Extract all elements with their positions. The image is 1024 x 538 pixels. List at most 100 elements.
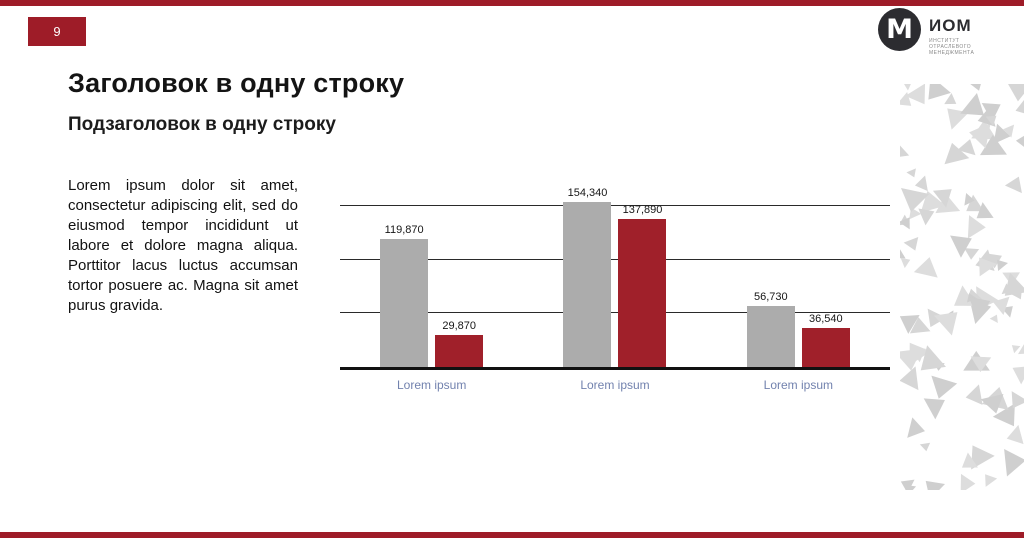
category-label: Lorem ipsum	[580, 378, 650, 392]
pattern-triangle	[980, 393, 1004, 414]
category-label: Lorem ipsum	[763, 378, 833, 392]
gridline	[340, 258, 890, 260]
bar-chart-groups: 119,870 29,870 154,340 137,890 56,730 36,540	[340, 185, 890, 367]
pattern-triangle	[1012, 366, 1024, 385]
bar-column: 36,540	[801, 312, 850, 367]
pattern-triangle	[950, 235, 972, 258]
pattern-triangle	[1011, 391, 1024, 409]
pattern-triangle	[979, 257, 998, 277]
bar	[563, 201, 612, 367]
logo-name: ИОМ	[929, 16, 972, 35]
pattern-triangle	[960, 473, 976, 490]
pattern-triangle	[968, 296, 991, 320]
pattern-triangle	[985, 474, 998, 487]
pattern-triangle	[969, 122, 991, 149]
pattern-triangle	[989, 314, 998, 323]
pattern-triangle	[925, 480, 945, 490]
pattern-triangle	[900, 145, 910, 158]
body-text: Lorem ipsum dolor sit amet, consectetur …	[68, 177, 298, 314]
pattern-triangle	[913, 257, 938, 278]
logo-monogram-letter: M	[886, 14, 913, 45]
pattern-triangle	[900, 366, 919, 391]
pattern-triangle	[944, 142, 970, 165]
logo-tagline: ИНСТИТУТ ОТРАСЛЕВОГО МЕНЕДЖМЕНТА	[929, 38, 974, 56]
bar-column: 29,870	[435, 320, 484, 367]
top-accent-bar	[0, 0, 1024, 6]
pattern-triangle	[944, 92, 957, 105]
pattern-triangle	[912, 348, 926, 363]
bar-value-label: 29,870	[442, 320, 476, 333]
bar-column: 56,730	[746, 291, 795, 367]
decorative-pattern	[900, 84, 1024, 490]
pattern-triangle	[979, 134, 1007, 156]
pattern-triangle	[1010, 288, 1023, 300]
bar	[801, 327, 850, 367]
pattern-triangle	[1003, 124, 1015, 138]
pattern-triangle	[900, 92, 912, 106]
x-axis-labels: Lorem ipsum Lorem ipsum Lorem ipsum	[340, 378, 890, 392]
pattern-triangle	[957, 139, 976, 156]
pattern-triangle	[993, 123, 1011, 145]
pattern-triangle	[1006, 84, 1024, 102]
pattern-triangle	[1018, 343, 1024, 355]
pattern-triangle	[935, 193, 961, 214]
bar	[380, 238, 429, 367]
pattern-triangle	[966, 194, 984, 212]
pattern-triangle	[987, 253, 1002, 269]
pattern-triangle	[903, 237, 919, 251]
pattern-triangle	[1004, 176, 1022, 194]
pattern-triangle	[968, 84, 983, 91]
pattern-triangle	[900, 217, 910, 230]
bottom-accent-bar	[0, 532, 1024, 538]
logo-monogram-icon: M	[878, 8, 921, 51]
bar-value-label: 36,540	[808, 312, 843, 325]
pattern-triangle	[960, 93, 985, 116]
pattern-triangle	[1004, 272, 1024, 296]
logo-tagline-line: ИНСТИТУТ	[929, 38, 960, 44]
bar-value-label: 119,870	[384, 223, 424, 236]
pattern-triangle	[1006, 424, 1024, 445]
pattern-triangle	[909, 317, 931, 334]
pattern-triangle	[900, 315, 920, 334]
pattern-triangle	[907, 417, 925, 438]
pattern-triangle	[932, 189, 952, 208]
gridline	[340, 205, 890, 207]
bar-column: 154,340	[563, 186, 612, 367]
pattern-triangle	[964, 248, 980, 260]
logo: M ИОМ ИНСТИТУТ ОТРАСЛЕВОГО МЕНЕДЖМЕНТА	[878, 8, 1008, 56]
bar-column: 137,890	[618, 204, 667, 367]
bar-value-label: 56,730	[753, 291, 788, 304]
bar-value-label: 154,340	[567, 186, 608, 199]
pattern-triangle	[900, 257, 911, 269]
bar-group: 154,340 137,890	[523, 185, 706, 367]
pattern-triangle	[961, 452, 978, 468]
logo-tagline-line: МЕНЕДЖМЕНТА	[929, 50, 975, 56]
bar-value-label: 137,890	[622, 204, 663, 217]
pattern-triangle	[902, 84, 913, 91]
pattern-triangle	[923, 398, 945, 420]
pattern-triangle	[900, 248, 906, 259]
pattern-triangle	[1004, 448, 1024, 477]
pattern-triangle	[1015, 98, 1024, 115]
pattern-triangle	[1015, 134, 1024, 149]
bar-group: 119,870 29,870	[340, 185, 523, 367]
logo-tagline-line: ОТРАСЛЕВОГО	[929, 44, 972, 50]
pattern-triangle	[996, 259, 1008, 271]
pattern-triangle	[914, 175, 928, 192]
page-number-badge: 9	[28, 17, 86, 46]
pattern-svg	[900, 84, 1024, 490]
logo-text-block: ИОМ ИНСТИТУТ ОТРАСЛЕВОГО МЕНЕДЖМЕНТА	[929, 8, 974, 56]
pattern-triangle	[906, 168, 916, 178]
slide-title: Заголовок в одну строку	[68, 68, 405, 98]
pattern-triangle	[985, 115, 997, 127]
gridline	[340, 312, 890, 314]
bar	[618, 219, 667, 367]
pattern-triangle	[970, 356, 992, 373]
pattern-triangle	[964, 192, 975, 206]
bar	[435, 335, 484, 367]
pattern-triangle	[920, 345, 946, 371]
pattern-triangle	[976, 202, 994, 219]
pattern-triangle	[900, 187, 930, 212]
pattern-triangle	[967, 215, 986, 239]
